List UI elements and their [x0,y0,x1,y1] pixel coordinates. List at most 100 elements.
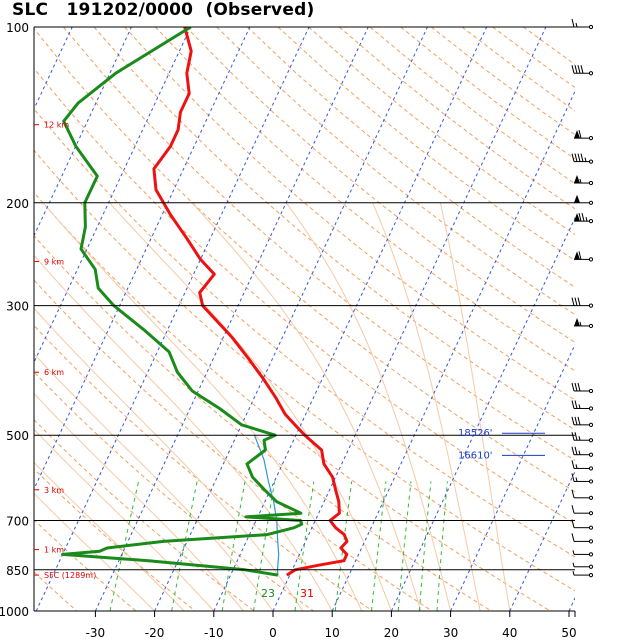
isotherm-line [35,27,310,611]
temperature-tick-label: 0 [269,626,277,640]
wind-barb-flag [571,489,575,498]
wind-barb-flag [571,18,575,28]
moist-adiabat-line [372,202,481,611]
dry-adiabat-line [34,67,575,525]
wind-barb [574,317,594,329]
wind-barb-station [588,136,594,141]
wind-barb-pennant [574,213,580,222]
mixing-ratio-line [294,481,315,611]
wind-barb-station [588,495,594,500]
wind-barb-half-flag [578,436,581,441]
wind-barb-flag [571,519,575,528]
wind-barb-half-flag [575,464,578,469]
height-label: 12 km [44,121,69,130]
wind-barb [571,432,594,443]
isotherm-line [509,470,575,611]
wind-barb-flag [577,65,581,74]
dry-adiabat-line [338,27,575,210]
wind-barb-flag [574,65,578,74]
wind-barb-station [588,257,594,262]
wind-barb-half-flag [584,157,587,162]
wind-barb [571,519,594,530]
plot-area [34,27,575,611]
dry-adiabat-line [185,27,575,343]
wind-barb-flag [578,251,582,260]
pressure-label: 700 [6,515,29,529]
wind-barb-flag [574,382,578,392]
isotherm-line [331,90,575,611]
dry-adiabat-line [154,27,575,372]
wind-barb-half-flag [579,178,582,184]
wind-barb-station [588,564,594,569]
wind-barb [571,473,594,484]
temperature-tick-label: -10 [204,626,224,640]
wind-barb-pennant [574,130,580,139]
wind-barb-station [588,552,594,557]
temperature-tick-label: -30 [86,626,106,640]
wind-barb-flag [577,382,581,392]
wind-barb-flag [571,65,575,74]
wind-barb [572,562,594,569]
chart-title: SLC 191202/0000 (Observed) [12,0,315,20]
moist-adiabat-line [439,202,511,611]
wind-barb-station [588,511,594,516]
pressure-label: 500 [6,429,29,443]
pressure-label: 1000 [0,605,29,619]
moist-adiabat-line [34,353,274,611]
wind-barb-pennant [574,194,580,203]
dry-adiabat-line [34,235,492,611]
temperature-tick-label: -20 [145,626,165,640]
wind-barb-station [588,180,594,186]
dry-adiabat-line [34,468,196,611]
wind-barb [571,65,594,76]
height-label: 3 km [44,486,64,495]
dry-adiabat-line [34,191,551,611]
wind-barb-station [588,525,594,530]
isotherm-line [94,27,369,611]
dry-adiabat-line [34,371,314,611]
pressure-label: 300 [6,300,29,314]
wind-barb-flag [574,432,578,441]
wind-barb [574,213,594,224]
height-label: 1 km [44,546,64,555]
wind-barb-flag [578,213,582,222]
wind-barb-half-flag [575,477,578,482]
wind-barb-flag [571,153,575,162]
wind-barb-flag [574,153,578,162]
wind-barb [571,400,594,411]
wind-barb-flag [580,65,584,74]
wind-barb-flag [571,473,575,482]
pressure-label: 100 [6,21,29,35]
wind-barb-flag [574,400,578,409]
dry-adiabat-line [277,27,575,262]
wind-barb [571,489,594,500]
wind-barb-station [588,24,594,30]
wind-barb [571,297,594,308]
wind-barb-station [588,422,594,427]
wind-barb-half-flag [579,321,582,327]
mixing-ratio-line [436,481,448,611]
wind-barb-flag [571,505,575,514]
wind-barb-station [588,406,594,411]
wind-barb-station [588,466,594,471]
wind-barb-flag [578,130,582,139]
height-annotation-label: 16610' [458,450,493,461]
wind-barb-flag [577,297,581,306]
dry-adiabat-line [246,27,575,288]
wind-barb [574,175,594,186]
wind-barb-flag [577,153,581,162]
wind-barb-flag [571,297,575,306]
wind-barb-half-flag [585,217,588,222]
temperature-tick-label: 10 [325,626,340,640]
wind-barb-flag [581,213,585,222]
wind-barb-station [588,452,594,457]
height-label: 9 km [44,257,64,266]
wind-barb-station [588,219,594,224]
wind-barb [571,533,594,544]
dry-adiabat-line [430,27,575,136]
wind-barb-half-flag [578,404,581,409]
wind-barb [571,18,594,30]
mixing-ratio-line [334,481,353,611]
wind-barb [571,505,594,516]
